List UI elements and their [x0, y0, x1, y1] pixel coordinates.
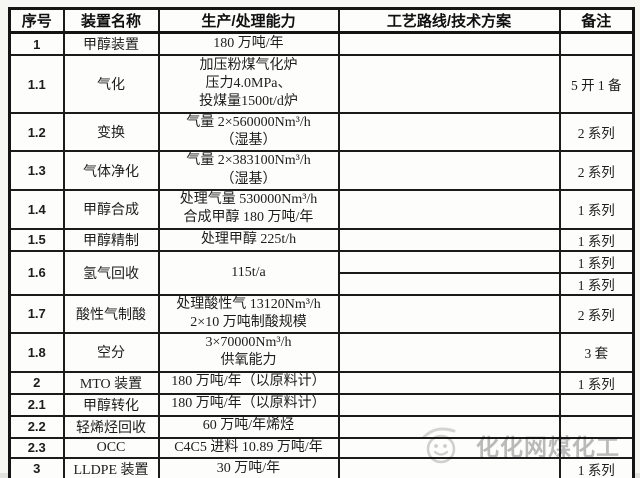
- equipment-spec-table: 序号 装置名称 生产/处理能力 工艺路线/技术方案 备注 1 甲醇装置 180 …: [8, 7, 635, 478]
- serial-no-cell: 2: [8, 370, 65, 395]
- table-row: 2.2 轻烯烃回收 60 万吨/年烯烃: [8, 414, 635, 439]
- table-header-row: 序号 装置名称 生产/处理能力 工艺路线/技术方案 备注: [8, 7, 635, 34]
- process-route-cell: [337, 332, 561, 373]
- process-route-cell: [337, 111, 561, 153]
- remarks-cell: 1 系列: [558, 249, 635, 274]
- capacity-cell: 180 万吨/年: [157, 31, 340, 56]
- unit-name-cell: MTO 装置: [62, 370, 160, 395]
- serial-no-cell: 2.2: [8, 414, 65, 439]
- process-route-cell: [337, 293, 561, 335]
- remarks-cell: 2 系列: [558, 293, 635, 335]
- serial-no-cell: 1: [8, 31, 65, 56]
- serial-no-cell: 2.1: [8, 392, 65, 417]
- table-row: 3 LLDPE 装置 30 万吨/年 1 系列: [8, 456, 635, 478]
- unit-name-cell: OCC: [62, 436, 160, 459]
- table-row: 1.7 酸性气制酸 处理酸性气 13120Nm³/h 2×10 万吨制酸规模 2…: [8, 293, 635, 335]
- serial-no-cell: 1.1: [8, 54, 65, 114]
- process-route-cell: [337, 150, 561, 191]
- table-row: 1.8 空分 3×70000Nm³/h 供氧能力 3 套: [8, 332, 635, 373]
- unit-name-cell: 空分: [62, 332, 160, 373]
- serial-no-cell: 2.3: [8, 436, 65, 459]
- capacity-cell: 30 万吨/年: [157, 456, 340, 478]
- table-subrow: 1 系列: [10, 271, 635, 296]
- capacity-cell: 气量 2×383100Nm³/h （湿基）: [157, 150, 340, 191]
- serial-no-cell: 1.6: [8, 249, 65, 296]
- unit-name-cell: 酸性气制酸: [62, 293, 160, 335]
- process-route-cell: [337, 227, 561, 252]
- process-route-cell: [337, 370, 561, 395]
- capacity-cell: 处理气量 530000Nm³/h 合成甲醇 180 万吨/年: [157, 188, 340, 230]
- remarks-cell: 1 系列: [558, 370, 635, 395]
- serial-no-cell: 1.7: [8, 293, 65, 335]
- table-row: 1.4 甲醇合成 处理气量 530000Nm³/h 合成甲醇 180 万吨/年 …: [8, 188, 635, 230]
- header-capacity: 生产/处理能力: [157, 7, 340, 34]
- remarks-cell: 2 系列: [558, 111, 635, 153]
- remarks-cell: 1 系列: [558, 188, 635, 230]
- table-row: 2 MTO 装置 180 万吨/年（以原料计） 1 系列: [8, 370, 635, 395]
- process-route-cell: [337, 271, 561, 296]
- unit-name-cell: 甲醇合成: [62, 188, 160, 230]
- process-route-cell: [337, 436, 561, 459]
- serial-no-cell: 1.4: [8, 188, 65, 230]
- serial-no-cell: 1.5: [8, 227, 65, 252]
- table-row: 1.2 变换 气量 2×560000Nm³/h （湿基） 2 系列: [8, 111, 635, 153]
- serial-no-cell: 3: [8, 456, 65, 478]
- unit-name-cell: 甲醇转化: [62, 392, 160, 417]
- unit-name-cell: 甲醇精制: [62, 227, 160, 252]
- remarks-cell: 2 系列: [558, 150, 635, 191]
- process-route-cell: [337, 31, 561, 56]
- process-route-cell: [337, 392, 561, 417]
- table-row: 1.3 气体净化 气量 2×383100Nm³/h （湿基） 2 系列: [8, 150, 635, 191]
- remarks-cell: 1 系列: [558, 227, 635, 252]
- remarks-cell: [558, 31, 635, 56]
- remarks-cell: [558, 436, 635, 459]
- table-row: 1 甲醇装置 180 万吨/年: [8, 31, 635, 56]
- unit-name-cell: 轻烯烃回收: [62, 414, 160, 439]
- remarks-cell: [558, 414, 635, 439]
- remarks-cell: 1 系列: [558, 456, 635, 478]
- serial-no-cell: 1.8: [8, 332, 65, 373]
- unit-name-cell: 气化: [62, 54, 160, 114]
- capacity-cell: 加压粉煤气化炉 压力4.0MPa、 投煤量1500t/d炉: [157, 54, 340, 114]
- table-row: 2.3 OCC C4C5 进料 10.89 万吨/年: [8, 436, 635, 459]
- table-row: 1.1 气化 加压粉煤气化炉 压力4.0MPa、 投煤量1500t/d炉 5 开…: [8, 54, 635, 114]
- unit-name-cell: 甲醇装置: [62, 31, 160, 56]
- unit-name-cell: LLDPE 装置: [62, 456, 160, 478]
- unit-name-cell: 氢气回收: [62, 249, 160, 296]
- capacity-cell: 60 万吨/年烯烃: [157, 414, 340, 439]
- capacity-cell: 处理甲醇 225t/h: [157, 227, 340, 252]
- header-remarks: 备注: [558, 7, 635, 34]
- remarks-cell: [558, 392, 635, 417]
- unit-name-cell: 变换: [62, 111, 160, 153]
- remarks-cell: 5 开 1 备: [558, 54, 635, 114]
- header-unit-name: 装置名称: [62, 7, 160, 34]
- table-row: 1.6 氢气回收 115t/a 1 系列: [8, 249, 635, 296]
- remarks-cell: 1 系列: [558, 271, 635, 296]
- process-route-cell: [337, 188, 561, 230]
- capacity-cell: 处理酸性气 13120Nm³/h 2×10 万吨制酸规模: [157, 293, 340, 335]
- unit-name-cell: 气体净化: [62, 150, 160, 191]
- table-row: 1.5 甲醇精制 处理甲醇 225t/h 1 系列: [8, 227, 635, 252]
- header-serial-no: 序号: [8, 7, 65, 34]
- process-route-cell: [337, 54, 561, 114]
- capacity-cell: 3×70000Nm³/h 供氧能力: [157, 332, 340, 373]
- remarks-cell: 3 套: [558, 332, 635, 373]
- capacity-cell: C4C5 进料 10.89 万吨/年: [157, 436, 340, 459]
- capacity-cell: 180 万吨/年（以原料计）: [157, 370, 340, 395]
- serial-no-cell: 1.3: [8, 150, 65, 191]
- serial-no-cell: 1.2: [8, 111, 65, 153]
- capacity-cell: 115t/a: [157, 249, 340, 296]
- process-route-cell: [337, 249, 561, 274]
- table-row: 2.1 甲醇转化 180 万吨/年（以原料计）: [8, 392, 635, 417]
- process-route-cell: [337, 456, 561, 478]
- header-process-route: 工艺路线/技术方案: [337, 7, 561, 34]
- process-route-cell: [337, 414, 561, 439]
- capacity-cell: 气量 2×560000Nm³/h （湿基）: [157, 111, 340, 153]
- capacity-cell: 180 万吨/年（以原料计）: [157, 392, 340, 417]
